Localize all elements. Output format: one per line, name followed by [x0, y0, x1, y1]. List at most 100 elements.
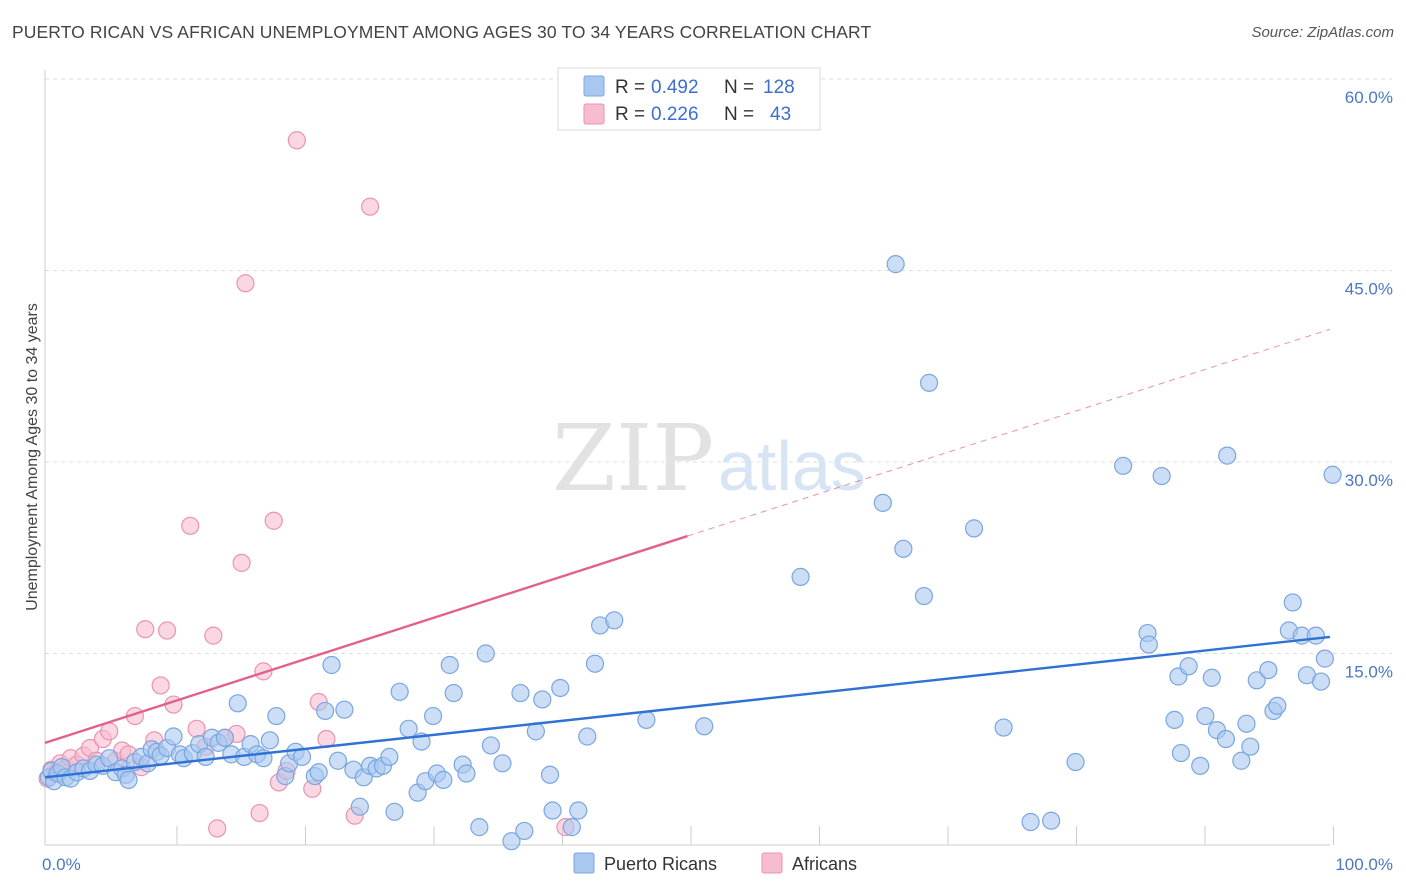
legend-swatch-pink [583, 103, 605, 125]
puerto-ricans-point-72 [476, 644, 495, 663]
puerto-ricans-point-114 [1216, 729, 1236, 749]
puerto-ricans-point-57 [380, 747, 399, 767]
africans-point-11 [100, 722, 119, 741]
series-legend: Puerto Ricans Africans [573, 852, 857, 874]
puerto-ricans-point-84 [569, 801, 588, 820]
puerto-ricans-point-50 [335, 700, 354, 719]
africans-point-25 [204, 626, 223, 645]
puerto-ricans-point-91 [791, 567, 810, 587]
puerto-ricans-point-105 [1152, 466, 1171, 486]
puerto-ricans-point-82 [551, 678, 570, 698]
africans-points [38, 131, 575, 838]
watermark-zip: ZIP [552, 405, 714, 512]
africans-point-23 [187, 719, 206, 738]
puerto-ricans-point-66 [434, 770, 453, 789]
puerto-ricans-point-79 [533, 690, 552, 709]
africans-point-31 [250, 803, 269, 823]
legend-n-label-blue: N = [724, 77, 754, 98]
africans-trend-extension [687, 328, 1331, 537]
y-axis-title: Unemployment Among Ages 30 to 34 years [24, 303, 41, 611]
puerto-ricans-point-127 [1306, 626, 1325, 645]
puerto-ricans-points [39, 255, 1342, 851]
watermark: ZIP atlas [552, 405, 866, 512]
x-tick-labels: 0.0% 100.0% [42, 855, 1393, 874]
legend-n-value-blue: 128 [763, 77, 795, 98]
chart-title: PUERTO RICAN VS AFRICAN UNEMPLOYMENT AMO… [12, 22, 872, 42]
x-tick-label-100: 100.0% [1335, 855, 1393, 874]
legend-n-value-pink: 43 [770, 104, 791, 125]
africans-point-30 [236, 274, 255, 293]
y-tick-labels: 15.0% 30.0% 45.0% 60.0% [1345, 88, 1393, 682]
puerto-ricans-trend-line [44, 635, 1331, 779]
puerto-ricans-point-115 [1218, 446, 1237, 465]
y-tick-label-60: 60.0% [1345, 88, 1393, 107]
africans-point-33 [264, 511, 283, 530]
africans-point-41 [361, 197, 380, 216]
puerto-ricans-point-97 [964, 519, 984, 538]
puerto-ricans-point-98 [994, 718, 1013, 737]
puerto-ricans-point-100 [1042, 811, 1061, 830]
puerto-ricans-point-83 [562, 818, 581, 837]
puerto-ricans-point-34 [228, 694, 247, 713]
legend-r-value-pink: 0.226 [651, 104, 699, 125]
africans-point-17 [136, 620, 155, 639]
puerto-ricans-point-67 [440, 655, 459, 675]
puerto-ricans-point-81 [543, 801, 562, 820]
africans-point-29 [232, 553, 251, 572]
puerto-ricans-point-39 [260, 731, 279, 750]
puerto-ricans-point-76 [511, 683, 530, 703]
y-tick-label-15: 15.0% [1345, 663, 1393, 682]
legend-africans-swatch [761, 852, 783, 874]
legend-africans-label: Africans [792, 854, 857, 874]
puerto-ricans-point-92 [873, 493, 892, 512]
puerto-ricans-point-68 [444, 683, 463, 703]
puerto-ricans-point-102 [1114, 456, 1133, 475]
puerto-ricans-point-49 [328, 751, 348, 770]
puerto-ricans-point-60 [399, 719, 418, 738]
puerto-ricans-point-86 [585, 654, 605, 673]
puerto-ricans-point-101 [1066, 752, 1085, 772]
puerto-ricans-point-124 [1283, 593, 1302, 612]
legend-r-label-blue: R = [615, 77, 645, 98]
puerto-ricans-point-118 [1241, 737, 1260, 756]
puerto-ricans-point-122 [1268, 696, 1287, 715]
puerto-ricans-point-104 [1139, 635, 1158, 654]
puerto-ricans-point-29 [196, 747, 215, 767]
legend-r-label-pink: R = [615, 104, 645, 125]
puerto-ricans-point-88 [605, 611, 624, 630]
puerto-ricans-point-129 [1315, 649, 1334, 668]
puerto-ricans-point-99 [1021, 812, 1040, 832]
puerto-ricans-point-110 [1191, 756, 1210, 775]
source-label: Source: ZipAtlas.com [1251, 24, 1394, 41]
puerto-ricans-point-89 [637, 710, 656, 729]
puerto-ricans-point-119 [1247, 671, 1266, 690]
puerto-ricans-point-71 [470, 818, 489, 837]
y-tick-label-45: 45.0% [1345, 280, 1393, 299]
africans-point-22 [181, 516, 200, 535]
puerto-ricans-point-94 [894, 539, 913, 558]
puerto-ricans-point-130 [1323, 465, 1342, 484]
puerto-ricans-point-59 [390, 682, 409, 701]
puerto-ricans-point-32 [215, 728, 234, 747]
puerto-ricans-point-58 [385, 802, 404, 821]
puerto-ricans-point-120 [1259, 660, 1278, 680]
puerto-ricans-point-70 [457, 764, 476, 783]
legend-puerto-ricans-label: Puerto Ricans [604, 854, 717, 874]
puerto-ricans-point-93 [886, 255, 905, 274]
puerto-ricans-point-47 [316, 701, 335, 721]
puerto-ricans-point-80 [540, 765, 560, 784]
africans-trend-line [44, 534, 688, 745]
africans-point-26 [208, 819, 227, 838]
watermark-atlas: atlas [718, 427, 866, 505]
puerto-ricans-point-24 [164, 727, 183, 746]
legend-puerto-ricans-swatch [573, 852, 595, 874]
puerto-ricans-point-77 [515, 821, 534, 841]
puerto-ricans-point-108 [1171, 743, 1191, 763]
puerto-ricans-point-48 [322, 655, 341, 675]
puerto-ricans-point-95 [914, 586, 934, 606]
puerto-ricans-point-40 [267, 706, 286, 726]
puerto-ricans-point-117 [1237, 714, 1256, 733]
puerto-ricans-point-74 [493, 754, 512, 773]
puerto-ricans-point-46 [309, 763, 328, 782]
